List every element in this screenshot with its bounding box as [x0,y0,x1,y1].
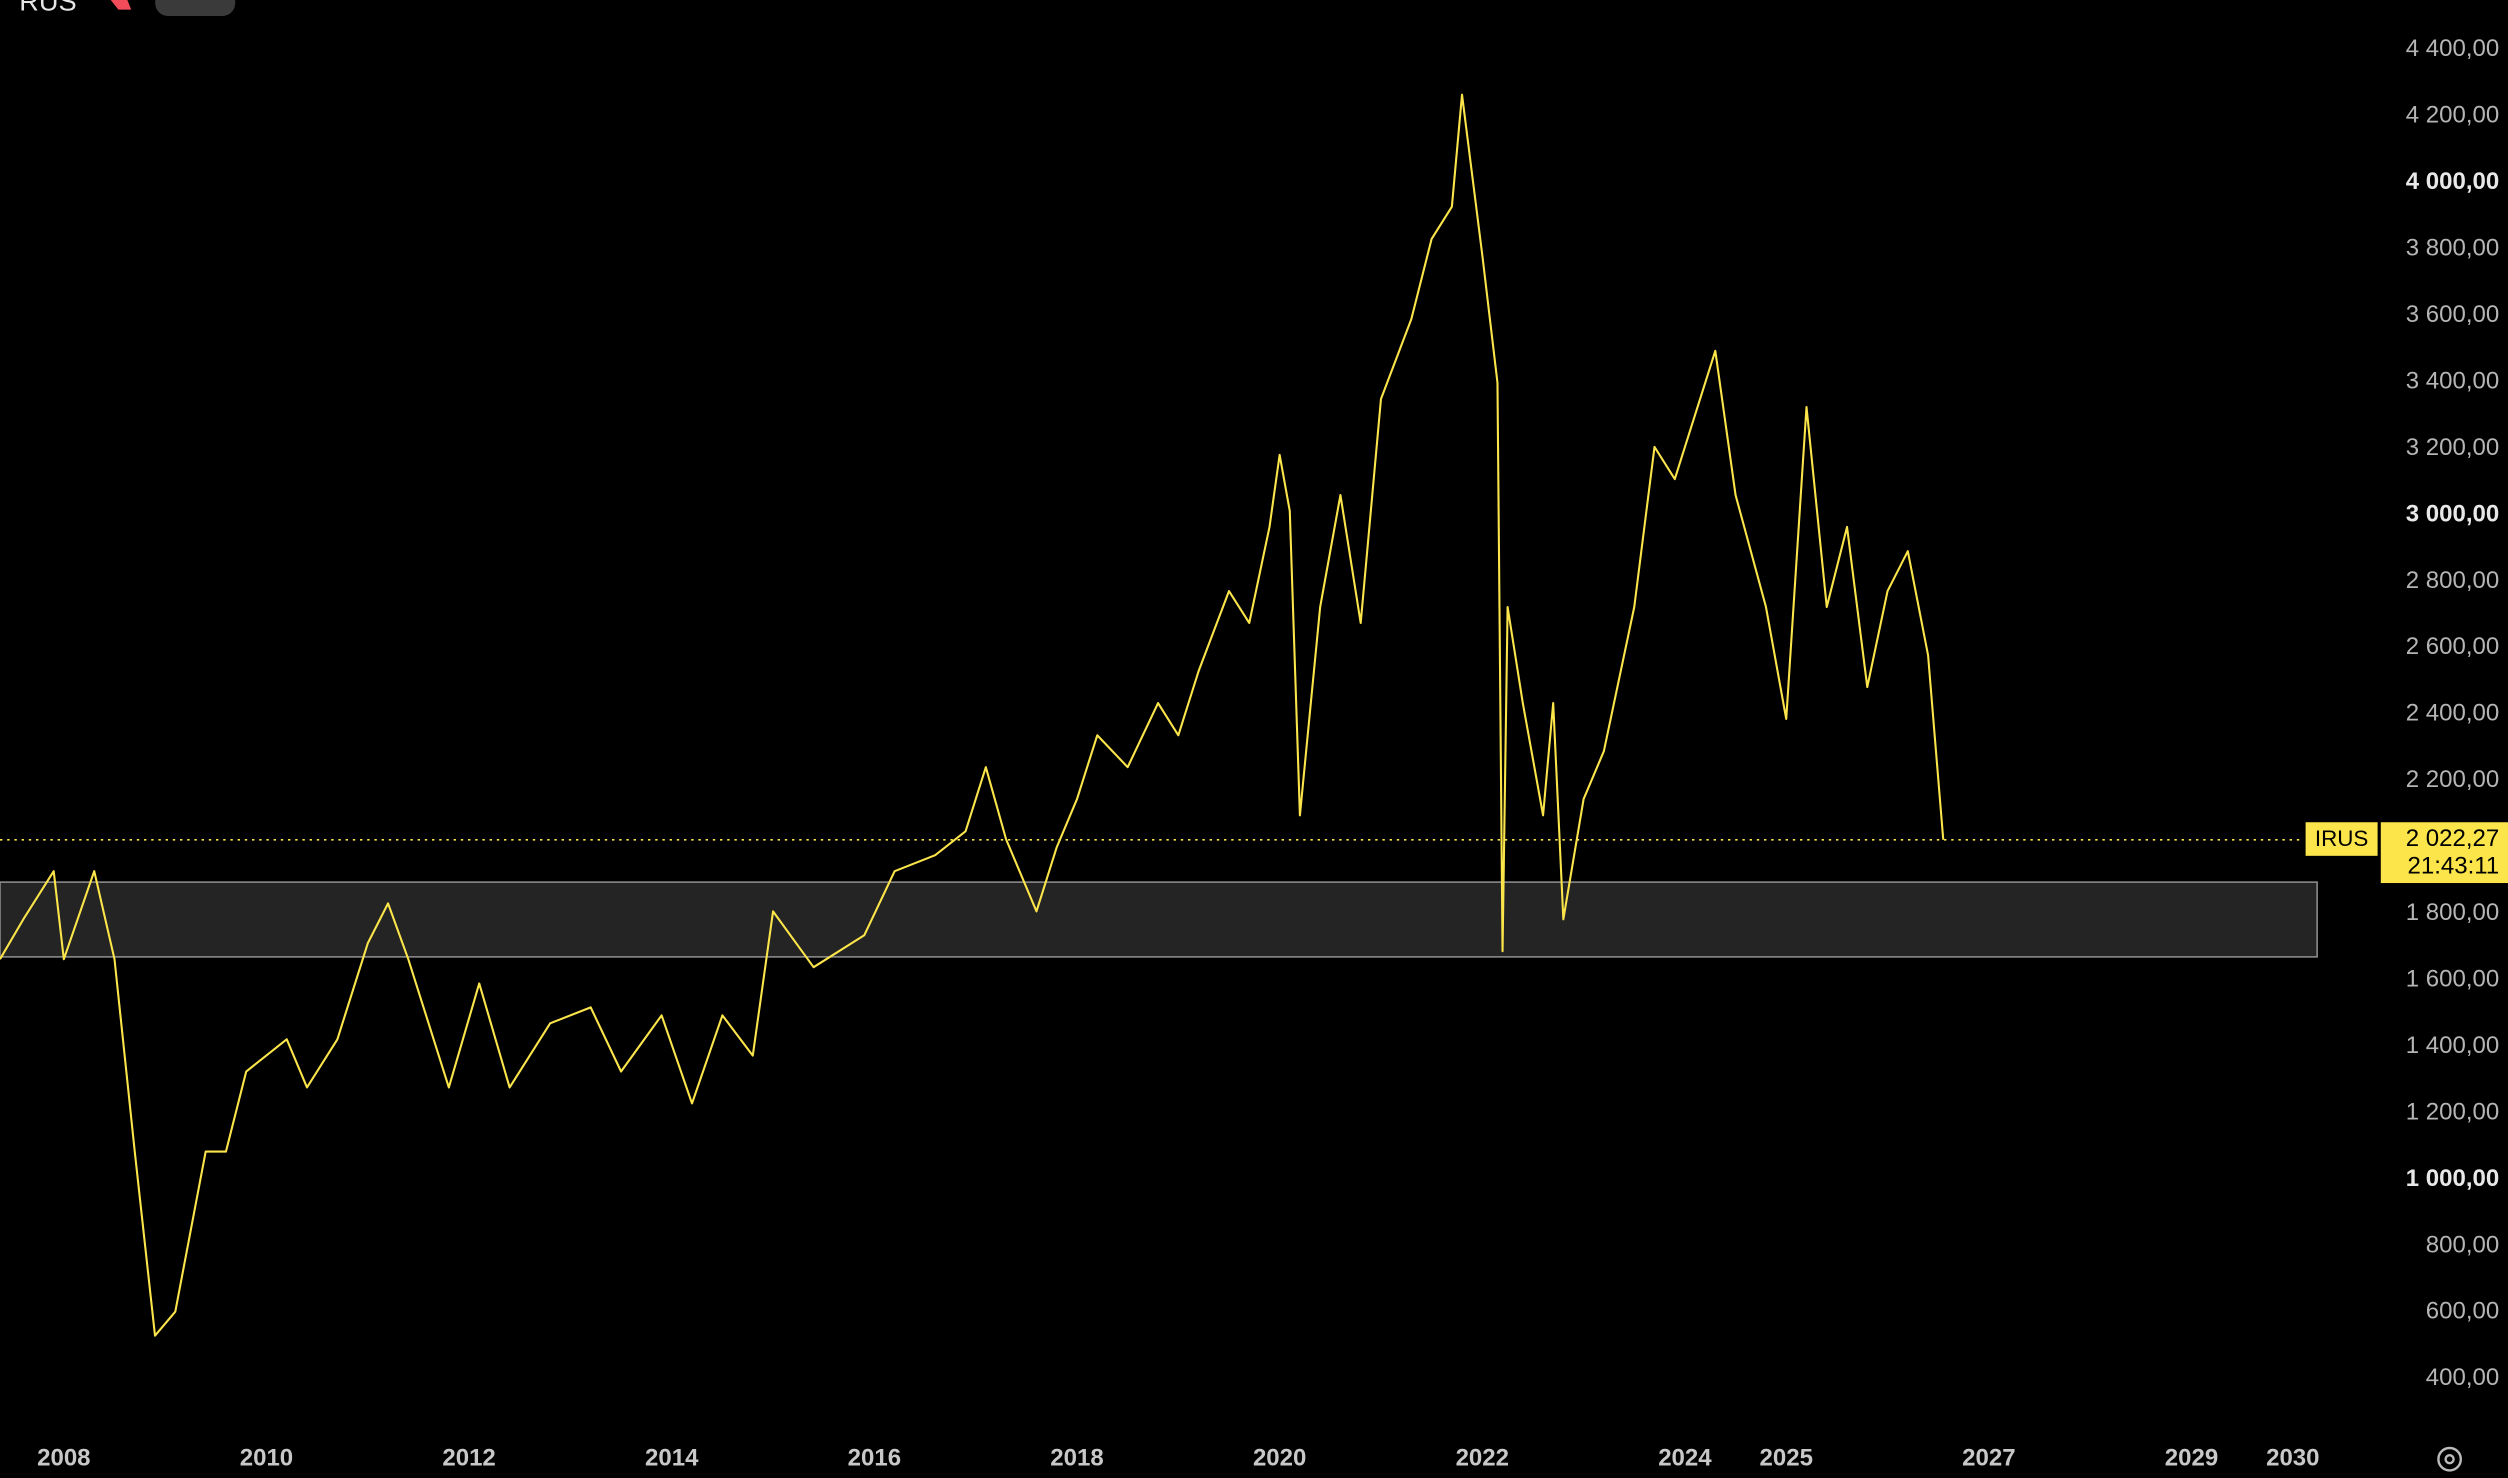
y-tick-label: 1 800,00 [2406,899,2499,926]
x-tick-label: 2029 [2165,1445,2218,1472]
x-tick-label: 2012 [442,1445,495,1472]
x-tick-label: 2030 [2266,1445,2319,1472]
y-tick-label: 1 200,00 [2406,1098,2499,1125]
price-series [0,93,1945,1337]
x-tick-label: 2025 [1760,1445,1813,1472]
badge [155,0,236,16]
y-tick-label: 3 200,00 [2406,434,2499,461]
y-tick-label: 2 200,00 [2406,766,2499,793]
x-tick-label: 2022 [1456,1445,1509,1472]
x-tick-label: 2024 [1658,1445,1712,1472]
y-tick-label: 400,00 [2426,1364,2499,1391]
price-box [2380,822,2508,884]
y-tick-label: 1 400,00 [2406,1032,2499,1059]
y-tick-label: 4 400,00 [2406,35,2499,62]
x-tick-label: 2018 [1050,1445,1103,1472]
y-tick-label: 2 400,00 [2406,700,2499,727]
support-zone [0,881,2318,958]
symbol-label: IRUS [2315,826,2369,851]
y-tick-label: 3 800,00 [2406,235,2499,262]
x-tick-label: 2014 [645,1445,699,1472]
x-tick-label: 2010 [240,1445,293,1472]
x-tick-label: 2027 [1962,1445,2015,1472]
y-tick-label: 1 000,00 [2406,1165,2499,1192]
y-tick-label: 600,00 [2426,1298,2499,1325]
x-tick-label: 2008 [37,1445,90,1472]
y-tick-label: 2 800,00 [2406,567,2499,594]
y-tick-label: 1 600,00 [2406,965,2499,992]
y-tick-label: 800,00 [2426,1231,2499,1258]
y-tick-label: 3 000,00 [2406,500,2499,527]
y-tick-label: 3 600,00 [2406,301,2499,328]
symbol-box [2305,822,2378,856]
y-tick-label: 3 400,00 [2406,367,2499,394]
flag-icon [110,0,132,10]
x-tick-label: 2020 [1253,1445,1306,1472]
settings-icon-core [2444,1454,2455,1465]
y-tick-label: 4 200,00 [2406,102,2499,129]
settings-icon[interactable] [2437,1446,2462,1472]
y-tick-label: 2 600,00 [2406,633,2499,660]
chart-title: RUS [19,0,76,16]
price-label: 2 022,27 [2406,825,2499,852]
price-time: 21:43:11 [2408,852,2500,879]
y-tick-label: 4 000,00 [2406,168,2499,195]
x-tick-label: 2016 [848,1445,901,1472]
